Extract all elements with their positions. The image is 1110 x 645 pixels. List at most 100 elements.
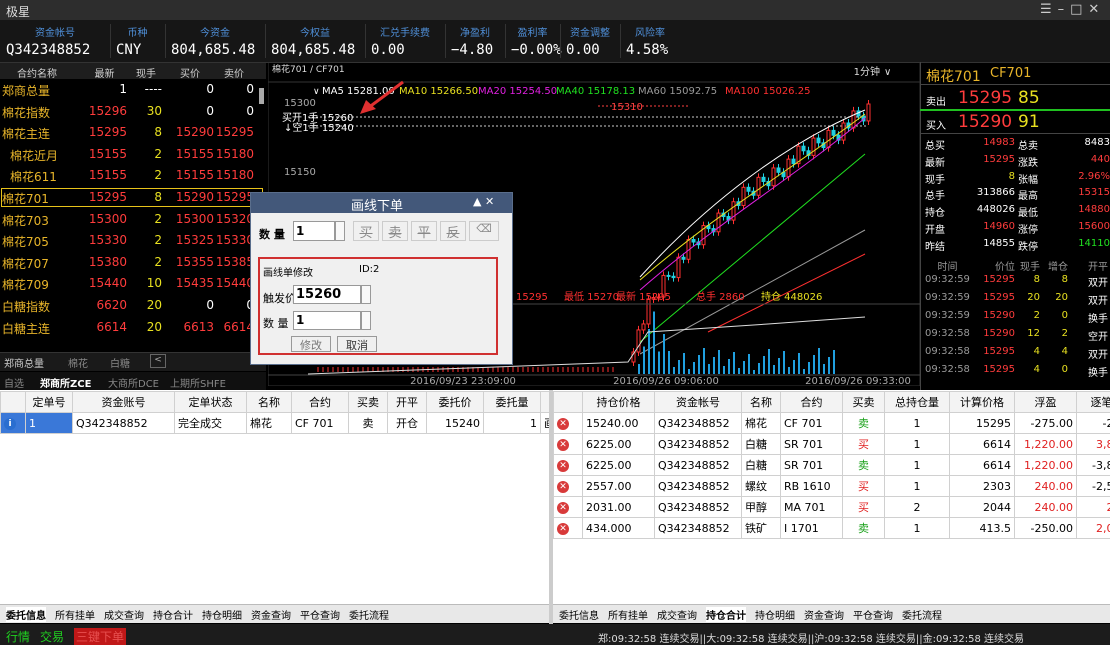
table-cell: -250.00 <box>1014 517 1077 539</box>
volume-bar <box>828 357 830 374</box>
volume-bar <box>803 369 805 374</box>
cancel-button[interactable]: 取消 <box>337 336 377 352</box>
table-cell: 2 <box>884 496 950 518</box>
quote-cell: 15295 <box>88 125 127 140</box>
quote-cell: 2 <box>154 211 162 226</box>
bottom-tab[interactable]: 委托信息 <box>559 611 599 622</box>
candle-body <box>631 351 636 363</box>
panel-divider <box>920 62 921 390</box>
list-tab[interactable]: 白糖 <box>110 359 130 370</box>
date-label: 2016/09/23 23:09:00 <box>410 376 516 386</box>
panel-line <box>920 109 1110 111</box>
bottom-tab[interactable]: 持仓明细 <box>202 611 242 622</box>
bottom-tab[interactable]: 持仓明细 <box>755 611 795 622</box>
ok-button[interactable]: 修改 <box>291 336 331 352</box>
dialog-title: 画线下单 <box>351 199 404 214</box>
bottom-tab[interactable]: 持仓合计 <box>706 607 746 622</box>
exchange-tab[interactable]: 上期所SHFE <box>170 379 226 390</box>
bottom-tab[interactable]: 委托流程 <box>902 611 942 622</box>
account-value: −4.80 <box>451 42 494 58</box>
bottom-tab[interactable]: 成交查询 <box>657 611 697 622</box>
bottom-tab[interactable]: 委托流程 <box>349 611 389 622</box>
quote-cell: 棉花705 <box>2 235 49 250</box>
quote-cell: 棉花709 <box>2 278 49 293</box>
table-cell: CF 701 <box>291 412 349 434</box>
table-cell: 15240 <box>426 412 484 434</box>
scrollbar <box>259 88 264 104</box>
table-cell: 铁矿 <box>741 517 781 539</box>
window-controls[interactable]: ☰–□✕ <box>1040 2 1106 17</box>
qty-label: 数 量 <box>259 228 285 241</box>
ma-arrow: ∨ <box>313 87 320 97</box>
column-header: 名称 <box>741 391 781 413</box>
quote-cell: 10 <box>146 276 162 291</box>
order-button[interactable]: 反 <box>440 221 466 241</box>
candle-body <box>671 275 676 279</box>
stat-value: 8483 <box>1084 137 1110 148</box>
exchange-tab[interactable]: 自选 <box>4 379 24 390</box>
status-button[interactable]: 三键下单 <box>74 628 127 645</box>
bottom-tab[interactable]: 平仓查询 <box>853 611 893 622</box>
quote-cell: 2 <box>154 254 162 269</box>
status-button[interactable]: 行情 <box>6 630 31 644</box>
table-cell: 卖 <box>842 454 885 476</box>
bottom-tab[interactable]: 资金查询 <box>804 611 844 622</box>
column-header: 计算价格 <box>949 391 1015 413</box>
order-button[interactable]: 卖 <box>382 221 408 241</box>
dialog-controls[interactable]: ▲ ✕ <box>473 195 495 208</box>
volume-line <box>307 316 866 375</box>
tick-cell: 换手 <box>1088 314 1108 325</box>
exchange-tab[interactable]: 大商所DCE <box>108 379 160 390</box>
candle-body <box>801 145 806 152</box>
modify-id: ID:2 <box>359 264 380 275</box>
bottom-tab[interactable]: 平仓查询 <box>300 611 340 622</box>
dialog-titlebar <box>251 193 512 213</box>
bottom-tab[interactable]: 资金查询 <box>251 611 291 622</box>
exchange-tab[interactable]: 郑商所ZCE <box>40 379 92 390</box>
tick-cell: 09:32:58 <box>925 346 970 357</box>
table-cell: 1 <box>884 433 950 455</box>
order-button[interactable]: 平 <box>411 221 437 241</box>
qty-spinner[interactable] <box>335 221 345 241</box>
row-icon: i <box>0 412 26 434</box>
list-tab[interactable]: 棉花 <box>68 359 88 370</box>
quote-cell: 6614 <box>223 319 254 334</box>
data-table: 持仓价格资金帐号名称合约买卖总持仓量计算价格浮盈逐笔浮盈昨结✕15240.00Q… <box>553 391 1110 539</box>
bottom-tab[interactable]: 持仓合计 <box>153 611 193 622</box>
trigger-input[interactable]: 15260 <box>293 285 361 304</box>
buy-label: 买入 <box>926 121 946 132</box>
stat-value: 448026 <box>976 204 1015 216</box>
list-tab[interactable]: 郑商总量 <box>4 359 44 370</box>
qty2-input[interactable]: 1 <box>293 311 361 330</box>
row-icon: ✕ <box>553 454 583 476</box>
quote-cell: 15295 <box>215 125 254 140</box>
tick-cell: 15295 <box>983 346 1015 357</box>
trigger-spinner[interactable] <box>361 285 371 304</box>
order-button[interactable]: 买 <box>353 221 379 241</box>
qty-input[interactable]: 1 <box>293 221 335 241</box>
table-row: ✕ 6225.00 Q342348852 白糖 SR 701 卖 1 6614 1,220.00… <box>553 454 1110 476</box>
table-cell: 1,220.00 <box>1014 454 1077 476</box>
bottom-tab[interactable]: 所有挂单 <box>608 611 648 622</box>
bottom-tab[interactable]: 成交查询 <box>104 611 144 622</box>
quote-cell: 2 <box>154 233 162 248</box>
tick-cell: 20 <box>1055 292 1068 303</box>
chart-period: 1分钟 <box>854 65 880 78</box>
account-label: 净盈利 <box>460 28 490 39</box>
eraser-button[interactable]: ⌫ <box>469 221 499 241</box>
header-row: 定单号资金账号定单状态名称合约买卖开平委托价委托量委托来源止 <box>0 391 633 413</box>
stat-value: 14880 <box>1078 204 1110 216</box>
list-tab-arrow[interactable]: < <box>150 354 166 368</box>
qty2-spinner[interactable] <box>361 311 371 330</box>
candle-body <box>796 145 801 165</box>
table-cell: 15240.00 <box>582 412 655 434</box>
status-button[interactable]: 交易 <box>40 630 65 644</box>
table-cell: -2,540.00 <box>1076 475 1110 497</box>
tick-cell: 换手 <box>1088 368 1108 379</box>
tick-cell: 15290 <box>983 310 1015 321</box>
bottom-tab[interactable]: 委托信息 <box>6 607 46 622</box>
tick-cell: 12 <box>1027 328 1040 339</box>
table-cell: -3,890.00 <box>1076 454 1110 476</box>
bottom-tab[interactable]: 所有挂单 <box>55 611 95 622</box>
candle-body <box>666 274 671 277</box>
